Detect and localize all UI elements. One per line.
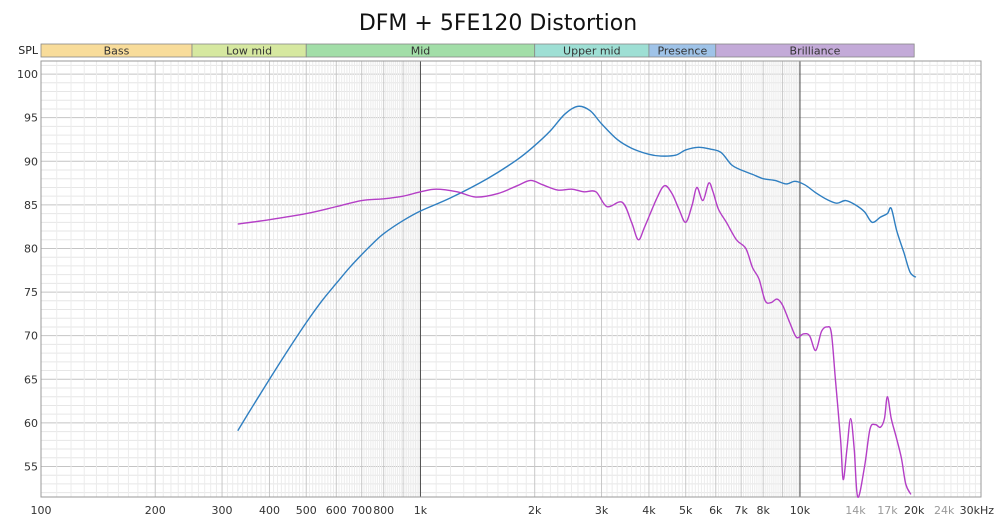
band-label-1: Low mid	[226, 45, 272, 58]
series-line-0	[237, 105, 917, 432]
band-label-2: Mid	[411, 45, 431, 58]
x-tick-label: 14k	[845, 504, 866, 517]
x-tick-label: 30kHz	[960, 504, 995, 517]
series-lines	[237, 105, 917, 498]
plot-border	[40, 60, 982, 498]
frequency-bands: Bass Low mid Mid Upper mid Presence Brillianc…	[40, 43, 915, 58]
x-tick-label: 17k	[877, 504, 898, 517]
x-tick-label: 200	[145, 504, 166, 517]
x-tick-label: 500	[296, 504, 317, 517]
x-tick-label: 7k	[734, 504, 748, 517]
x-tick-label: 6k	[709, 504, 723, 517]
x-tick-label: 400	[259, 504, 280, 517]
x-tick-label: 20k	[904, 504, 925, 517]
chart-title: DFM + 5FE120 Distortion	[359, 11, 637, 36]
grid	[40, 61, 982, 497]
band-label-4: Presence	[657, 45, 707, 58]
y-tick-label: 75	[24, 286, 38, 299]
band-label-0: Bass	[104, 45, 130, 58]
y-tick-label: 85	[24, 199, 38, 212]
x-tick-label: 1k	[414, 504, 428, 517]
x-tick-label: 300	[212, 504, 233, 517]
x-tick-label: 600	[326, 504, 347, 517]
y-tick-label: 95	[24, 112, 38, 125]
y-tick-labels: 55 60 65 70 75 80 85 90 95 100	[17, 68, 38, 473]
y-tick-label: 100	[17, 68, 38, 81]
band-5	[715, 43, 915, 58]
x-tick-label: 4k	[642, 504, 656, 517]
y-tick-label: 90	[24, 155, 38, 168]
x-tick-label: 800	[373, 504, 394, 517]
band-label-5: Brilliance	[790, 45, 841, 58]
y-tick-label: 70	[24, 330, 38, 343]
y-tick-label: 65	[24, 373, 38, 386]
y-tick-label: 80	[24, 242, 38, 255]
plot-frame	[40, 60, 982, 498]
x-tick-label: 700	[351, 504, 372, 517]
x-tick-labels: 100 200 300 400 500 600 700 800 1k 2k 3k 4k 5k 6k 7k 8k…	[31, 504, 995, 517]
y-tick-label: 60	[24, 417, 38, 430]
series-line-1	[237, 179, 912, 498]
x-tick-label: 8k	[756, 504, 770, 517]
x-tick-label: 2k	[528, 504, 542, 517]
x-tick-label: 5k	[679, 504, 693, 517]
x-tick-label: 3k	[595, 504, 609, 517]
y-axis-label: SPL	[18, 44, 39, 57]
x-tick-label: 24k	[934, 504, 955, 517]
x-tick-label: 10k	[790, 504, 811, 517]
x-tick-label: 100	[31, 504, 52, 517]
band-label-3: Upper mid	[563, 45, 621, 58]
y-tick-label: 55	[24, 460, 38, 473]
